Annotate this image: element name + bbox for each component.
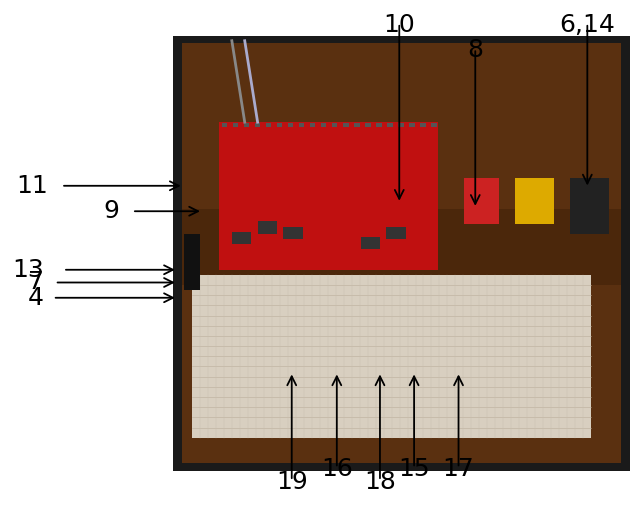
Bar xyxy=(278,123,283,127)
Text: 17: 17 xyxy=(442,457,475,481)
Text: 4: 4 xyxy=(28,286,44,310)
Bar xyxy=(258,221,277,234)
Bar xyxy=(365,123,370,127)
Bar xyxy=(354,123,359,127)
Bar xyxy=(343,123,348,127)
Bar xyxy=(192,275,591,438)
Bar xyxy=(255,123,260,127)
Bar xyxy=(266,123,271,127)
Bar xyxy=(310,123,316,127)
Bar xyxy=(376,123,381,127)
Bar xyxy=(388,123,393,127)
Bar xyxy=(289,123,294,127)
Bar xyxy=(431,123,437,127)
Bar xyxy=(182,209,621,285)
Bar xyxy=(182,43,621,463)
Bar xyxy=(361,237,380,249)
Bar xyxy=(515,178,554,224)
Bar xyxy=(332,123,337,127)
Text: 7: 7 xyxy=(28,270,44,295)
Bar xyxy=(232,232,251,244)
Text: 13: 13 xyxy=(12,258,44,282)
Text: 18: 18 xyxy=(364,470,396,494)
Text: 11: 11 xyxy=(17,174,48,198)
Text: 19: 19 xyxy=(276,470,308,494)
Text: 16: 16 xyxy=(321,457,353,481)
Bar xyxy=(244,123,249,127)
Bar xyxy=(410,123,415,127)
Text: 10: 10 xyxy=(383,13,415,37)
Text: 9: 9 xyxy=(103,199,119,223)
Bar xyxy=(464,178,499,224)
Bar xyxy=(570,178,609,234)
Bar xyxy=(421,123,426,127)
Bar xyxy=(184,234,200,290)
Text: 15: 15 xyxy=(398,457,430,481)
Text: 6,14: 6,14 xyxy=(560,13,615,37)
Bar xyxy=(173,36,630,471)
Bar xyxy=(399,123,404,127)
Bar xyxy=(386,227,406,239)
Text: 8: 8 xyxy=(468,38,483,62)
Bar xyxy=(283,227,303,239)
Bar xyxy=(222,123,227,127)
Bar xyxy=(219,122,438,270)
Bar xyxy=(233,123,238,127)
Bar xyxy=(321,123,327,127)
Bar xyxy=(299,123,305,127)
